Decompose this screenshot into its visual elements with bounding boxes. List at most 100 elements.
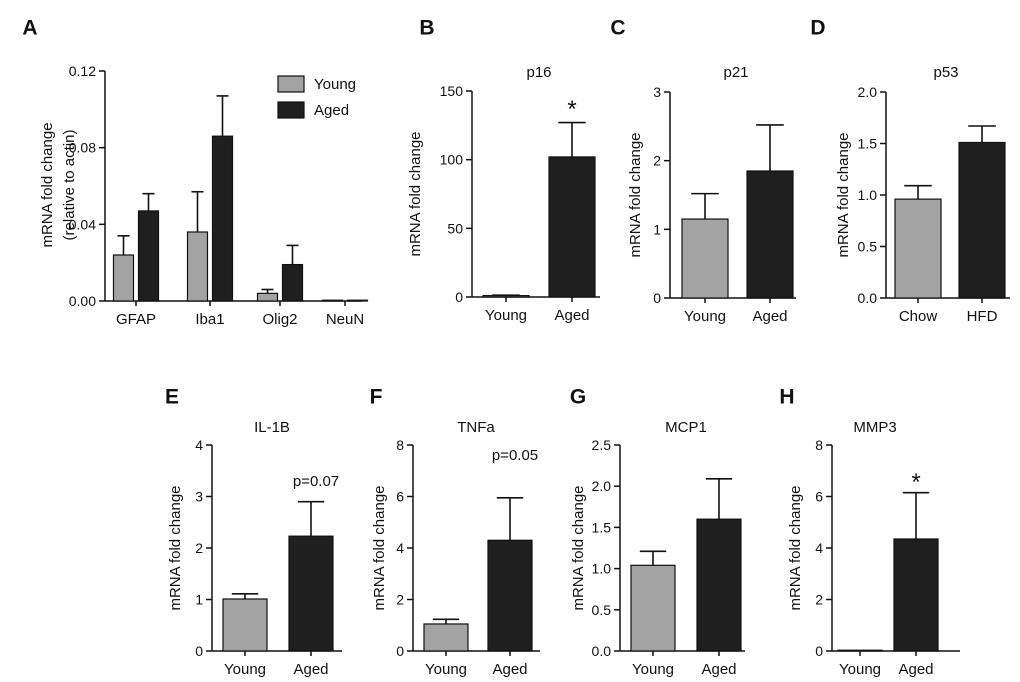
x-tick-label: Aged <box>293 661 328 678</box>
x-tick-label: NeuN <box>326 311 364 328</box>
panel-letter: H <box>779 385 794 408</box>
x-tick-label: Young <box>632 661 674 678</box>
y-tick-label: 100 <box>440 152 464 168</box>
panel-letter: G <box>570 385 586 408</box>
bar-aged <box>281 263 304 302</box>
y-tick-label: 1.0 <box>858 187 878 203</box>
significance-star: * <box>911 469 920 496</box>
x-tick-label: Aged <box>492 661 527 678</box>
y-axis-label: mRNA fold change <box>371 485 388 610</box>
bar-group-2 <box>746 170 794 299</box>
y-tick-label: 8 <box>815 437 823 453</box>
panel-letter: E <box>165 385 179 408</box>
y-tick-label: 2.5 <box>592 437 612 453</box>
y-tick-label: 0.0 <box>592 643 612 659</box>
significance-star: * <box>567 96 576 123</box>
chart-title: p16 <box>526 64 551 81</box>
chart-title: TNFa <box>457 419 495 436</box>
y-tick-label: 0 <box>396 643 404 659</box>
legend-swatch-young <box>277 75 305 93</box>
x-tick-label: Aged <box>554 307 589 324</box>
chart-title: IL-1B <box>254 419 290 436</box>
bar-group-2 <box>288 535 334 652</box>
y-tick-label: 1 <box>195 592 203 608</box>
y-tick-label: 150 <box>440 83 464 99</box>
x-tick-label: Young <box>425 661 467 678</box>
y-tick-label: 2.0 <box>592 478 612 494</box>
x-tick-label: GFAP <box>116 311 156 328</box>
y-tick-label: 0.12 <box>69 63 96 79</box>
y-tick-label: 4 <box>396 540 404 556</box>
y-tick-label: 1.0 <box>592 561 612 577</box>
x-tick-label: Aged <box>898 661 933 678</box>
chart-title: p21 <box>723 64 748 81</box>
y-tick-label: 2 <box>653 153 661 169</box>
x-tick-label: Aged <box>752 308 787 325</box>
bar-group-1 <box>630 564 676 652</box>
y-tick-label: 2 <box>195 540 203 556</box>
bar-group-2 <box>696 518 742 652</box>
y-tick-label: 3 <box>653 84 661 100</box>
y-axis-label: mRNA fold change <box>787 485 804 610</box>
p-value-annotation: p=0.07 <box>293 473 339 490</box>
y-axis-label: mRNA fold change <box>627 132 644 257</box>
bar-group-1 <box>894 198 942 299</box>
x-tick-label: HFD <box>967 308 998 325</box>
bar-young <box>186 231 209 302</box>
y-axis-label: mRNA fold change <box>167 485 184 610</box>
bar-aged <box>346 299 369 302</box>
y-axis-label: mRNA fold change <box>39 122 56 247</box>
y-tick-label: 6 <box>815 489 823 505</box>
y-tick-label: 8 <box>396 437 404 453</box>
p-value-annotation: p=0.05 <box>492 447 538 464</box>
y-tick-label: 0.5 <box>592 602 612 618</box>
bar-group-2 <box>893 538 939 652</box>
bar-young <box>256 292 279 302</box>
y-tick-label: 0 <box>195 643 203 659</box>
y-tick-label: 2 <box>396 592 404 608</box>
x-tick-label: Olig2 <box>262 311 297 328</box>
panel-letter: B <box>419 16 434 39</box>
bar-young <box>321 299 344 302</box>
y-tick-label: 2 <box>815 592 823 608</box>
y-tick-label: 0 <box>653 290 661 306</box>
y-tick-label: 0.00 <box>69 293 96 309</box>
y-tick-label: 2.0 <box>858 84 878 100</box>
y-tick-label: 4 <box>815 540 823 556</box>
y-tick-label: 1 <box>653 221 661 237</box>
x-tick-label: Young <box>224 661 266 678</box>
chart-title: MMP3 <box>853 419 896 436</box>
bar-group-1 <box>222 598 268 652</box>
x-tick-label: Young <box>684 308 726 325</box>
y-tick-label: 0.0 <box>858 290 878 306</box>
bar-group-2 <box>487 539 533 652</box>
y-tick-label: 3 <box>195 489 203 505</box>
y-tick-label: 0.04 <box>69 216 96 232</box>
x-tick-label: Iba1 <box>195 311 224 328</box>
panel-letter: A <box>22 16 37 39</box>
panel-letter: D <box>810 16 825 39</box>
bar-aged <box>211 135 234 302</box>
y-axis-label: mRNA fold change <box>835 132 852 257</box>
bar-group-1 <box>681 218 729 299</box>
chart-title: p53 <box>933 64 958 81</box>
legend-swatch-aged <box>277 101 305 119</box>
x-tick-label: Aged <box>701 661 736 678</box>
panel-letter: C <box>610 16 625 39</box>
x-tick-label: Chow <box>899 308 938 325</box>
bar-aged <box>137 210 160 302</box>
bar-group-2 <box>548 156 596 298</box>
y-tick-label: 0 <box>815 643 823 659</box>
y-tick-label: 0.08 <box>69 140 96 156</box>
y-axis-label: mRNA fold change <box>407 131 424 256</box>
x-tick-label: Young <box>839 661 881 678</box>
y-tick-label: 0 <box>455 289 463 305</box>
x-tick-label: Young <box>485 307 527 324</box>
y-tick-label: 1.5 <box>858 136 878 152</box>
bar-young <box>112 254 135 302</box>
y-axis-label-sub: (relative to actin) <box>61 130 78 241</box>
bar-group-1 <box>837 649 883 652</box>
y-tick-label: 6 <box>396 489 404 505</box>
chart-title: MCP1 <box>665 419 707 436</box>
